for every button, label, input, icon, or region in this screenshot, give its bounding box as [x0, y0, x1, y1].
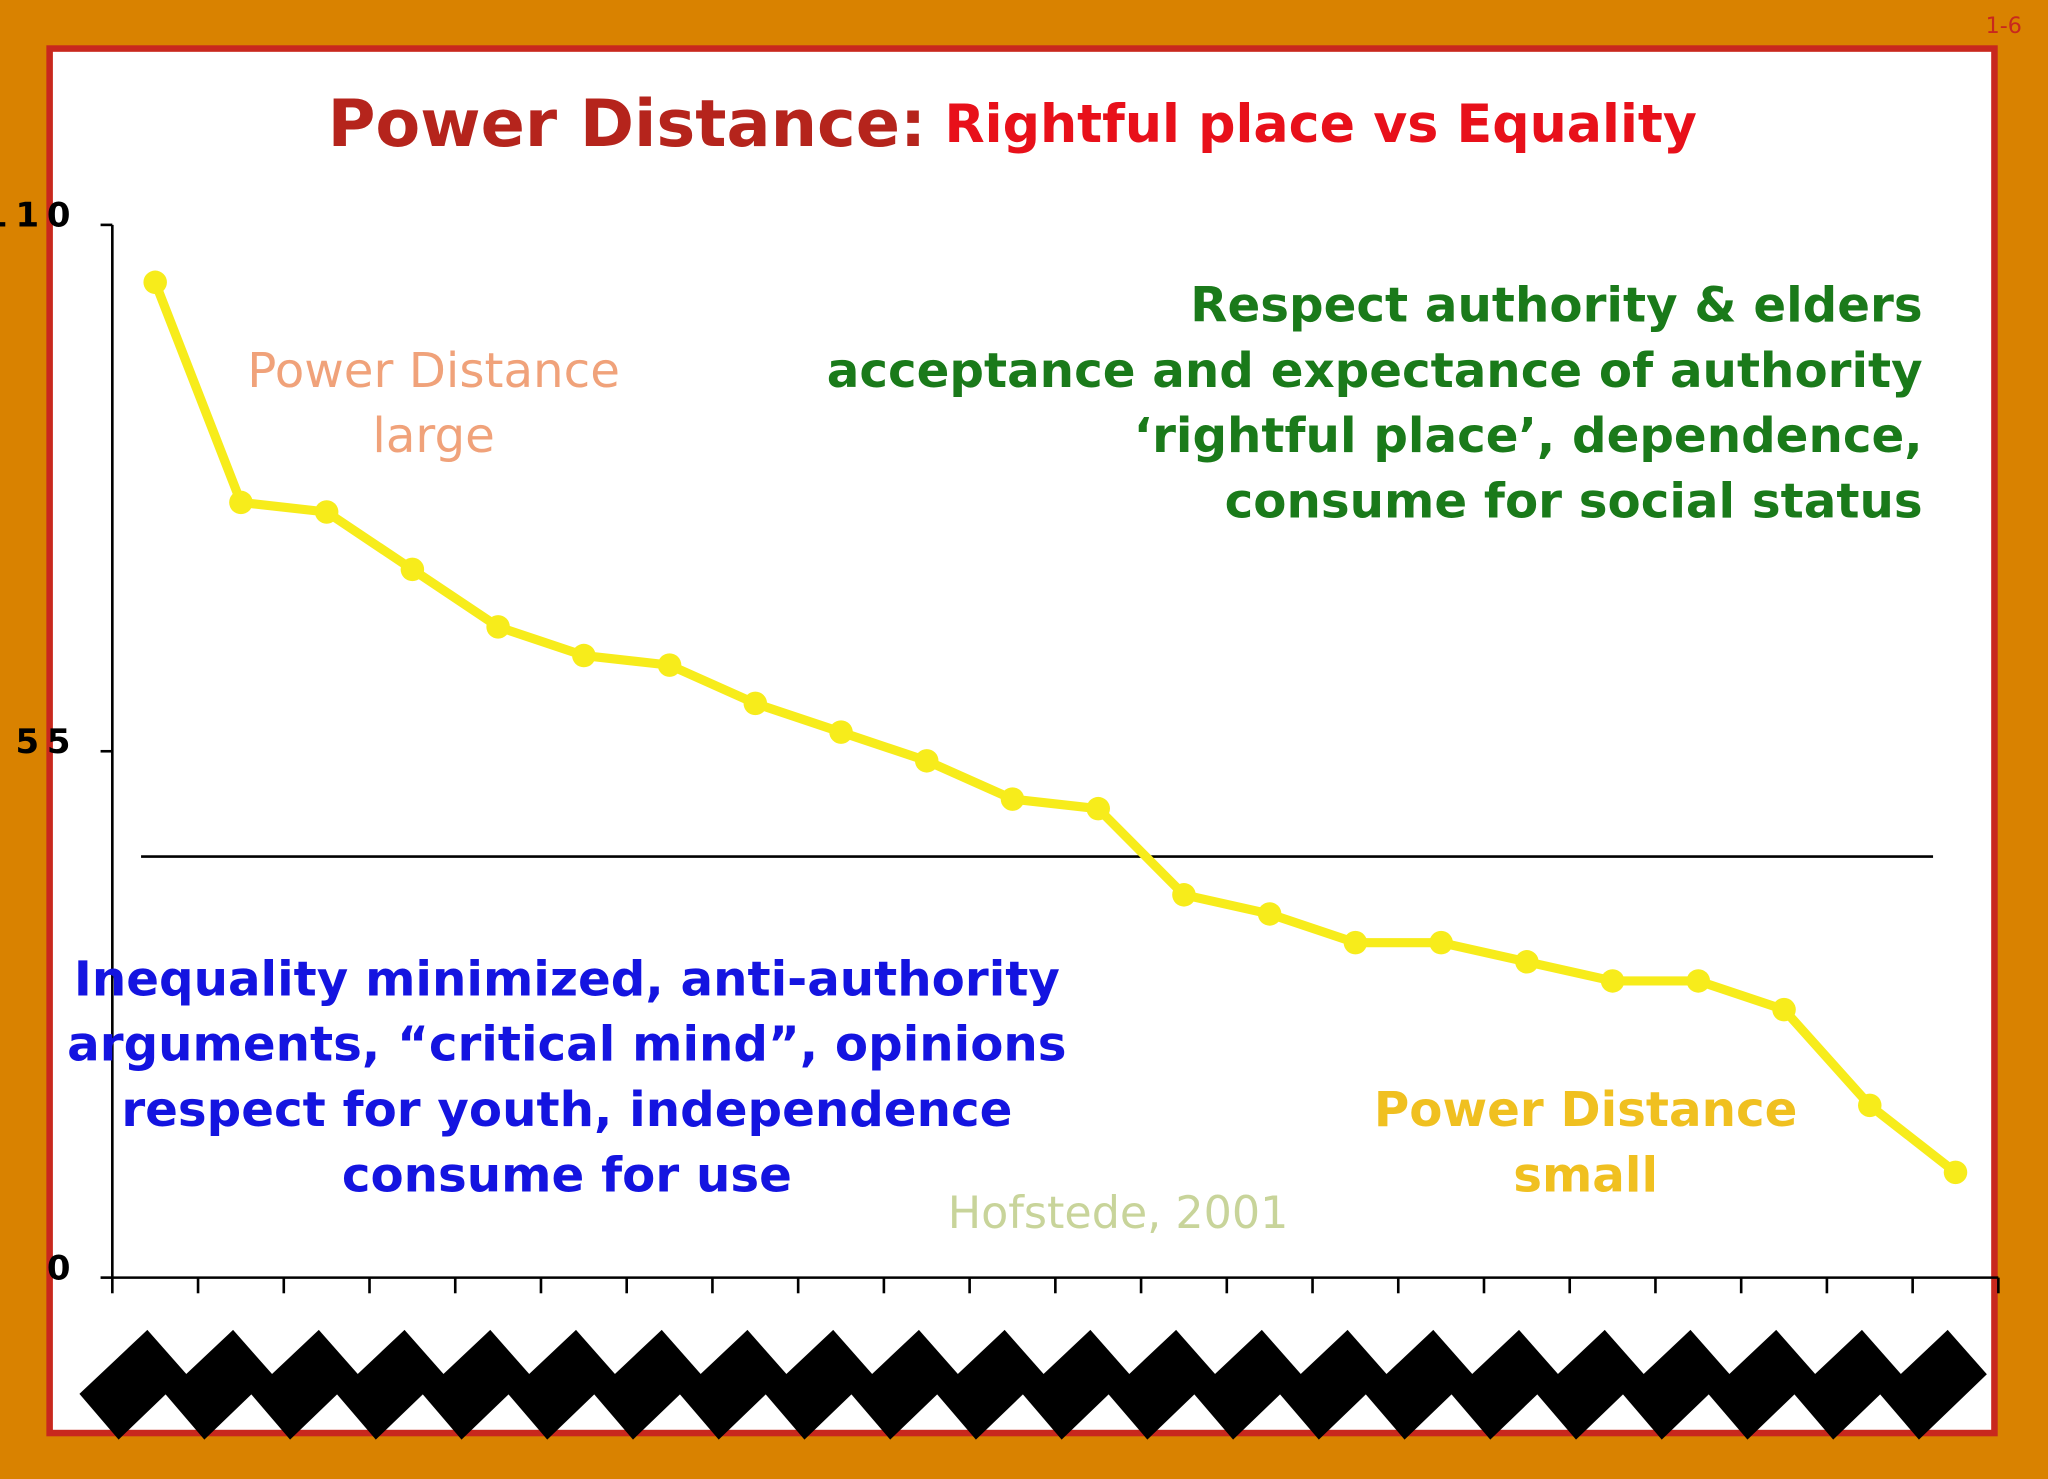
annotation: ‘rightful place’, dependence, [1134, 408, 1923, 464]
annotation: Respect authority & elders [1190, 277, 1922, 333]
data-point [572, 643, 596, 668]
category-marker [79, 1329, 187, 1440]
annotation: respect for youth, independence [121, 1082, 1012, 1138]
data-point [1943, 1160, 1968, 1185]
data-point [1000, 787, 1025, 811]
chart-title: Power Distance: Rightful place vs Equalit… [328, 86, 1697, 162]
category-marker [765, 1329, 873, 1440]
data-point [486, 615, 510, 639]
category-marker [1279, 1329, 1387, 1440]
annotation: acceptance and expectance of authority [827, 343, 1923, 399]
category-marker [1536, 1329, 1644, 1440]
category-marker [1193, 1329, 1302, 1440]
slide-panel [46, 45, 1998, 1437]
subtitle: Rightful place vs Equality [944, 95, 1696, 155]
data-point [1172, 883, 1196, 907]
annotation: small [1513, 1147, 1658, 1203]
page-number: 1-6 [1986, 13, 2022, 39]
data-point [1858, 1093, 1882, 1118]
category-marker [1365, 1329, 1473, 1440]
data-point [1600, 969, 1625, 993]
data-point [657, 653, 682, 677]
category-marker [165, 1329, 273, 1440]
y-tick-label: 0 [47, 1248, 78, 1288]
data-point [1429, 930, 1453, 955]
category-marker [250, 1329, 358, 1440]
annotation: arguments, “critical mind”, opinions [67, 1017, 1066, 1073]
y-tick-label: 55 [15, 722, 78, 762]
category-marker [1451, 1329, 1559, 1440]
category-marker [422, 1329, 530, 1440]
data-point [914, 749, 939, 773]
data-point [1257, 902, 1282, 926]
data-point [314, 500, 339, 524]
annotation: Power Distance [247, 343, 620, 399]
data-point [1686, 969, 1711, 993]
data-line [150, 280, 1959, 1176]
data-point [743, 691, 768, 716]
category-marker [1108, 1329, 1216, 1440]
data-point [1086, 796, 1110, 821]
annotation: large [372, 408, 494, 464]
category-marker [850, 1329, 959, 1440]
category-marker [1794, 1329, 1902, 1440]
category-marker [1022, 1329, 1130, 1440]
data-point [1515, 950, 1539, 974]
data-point [829, 720, 853, 744]
data-point [1772, 997, 1796, 1022]
data-point [1343, 930, 1368, 955]
annotation: Power Distance [1374, 1082, 1798, 1138]
category-marker [936, 1329, 1044, 1440]
title: Power Distance: [328, 86, 927, 162]
category-marker [1622, 1329, 1730, 1440]
category-marker [1879, 1329, 1987, 1440]
category-marker [508, 1329, 616, 1440]
annotation: consume for social status [1225, 473, 1923, 529]
annotation: Inequality minimized, anti-authority [74, 951, 1060, 1007]
category-marker [679, 1329, 787, 1440]
data-point [400, 557, 425, 582]
data-point [229, 490, 253, 515]
y-tick-label: 110 [0, 196, 78, 236]
annotation: consume for use [342, 1147, 792, 1203]
category-marker [593, 1329, 701, 1440]
category-marker [1708, 1329, 1816, 1440]
data-point [143, 270, 167, 295]
category-marker [336, 1329, 444, 1440]
annotation: Hofstede, 2001 [948, 1188, 1289, 1239]
